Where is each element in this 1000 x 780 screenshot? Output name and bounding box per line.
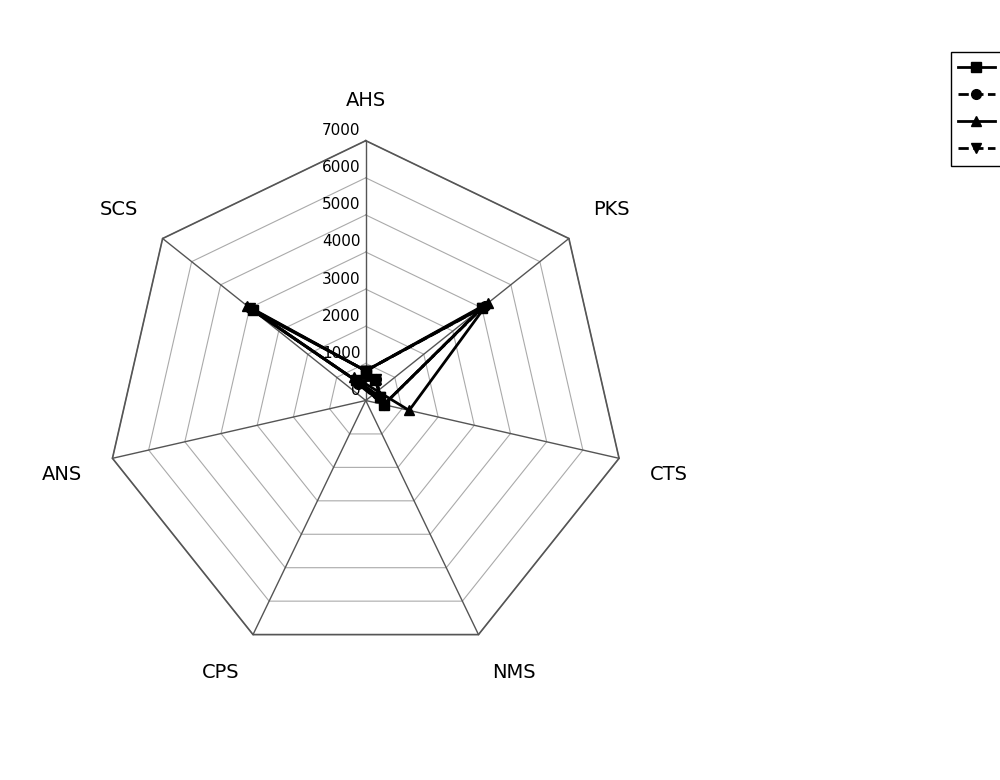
YBPs	[374, 392, 386, 402]
YBPs	[378, 400, 390, 410]
BBPs	[360, 366, 372, 375]
PBPs	[348, 372, 360, 381]
BBPs	[378, 400, 390, 410]
YBPs	[247, 306, 259, 315]
PBPs	[370, 374, 382, 384]
YBPs	[360, 366, 372, 375]
BBPs	[352, 379, 364, 388]
Line: PBPs: PBPs	[242, 299, 492, 415]
PBPs	[360, 366, 372, 375]
YBPs	[369, 376, 381, 385]
YBPs	[476, 303, 488, 313]
Text: 2000: 2000	[322, 309, 361, 324]
BBPs	[244, 303, 256, 313]
CBPs	[370, 374, 382, 384]
BBPs	[374, 392, 386, 402]
CBPs	[476, 303, 488, 313]
BBPs	[360, 366, 372, 375]
Line: CBPs: CBPs	[245, 303, 487, 410]
PBPs	[360, 366, 372, 375]
YBPs	[360, 366, 372, 375]
Text: 7000: 7000	[322, 123, 361, 138]
Text: PKS: PKS	[593, 200, 630, 219]
Text: CTS: CTS	[649, 465, 687, 484]
Legend: YBPs, BBPs, PBPs, CBPs: YBPs, BBPs, PBPs, CBPs	[951, 52, 1000, 166]
BBPs	[479, 301, 491, 310]
YBPs	[350, 376, 362, 385]
Text: 0: 0	[351, 383, 361, 398]
Text: SCS: SCS	[100, 200, 138, 219]
Text: 3000: 3000	[322, 271, 361, 286]
Text: 4000: 4000	[322, 235, 361, 250]
CBPs	[244, 303, 256, 313]
CBPs	[374, 392, 386, 402]
Text: ANS: ANS	[42, 465, 82, 484]
BBPs	[370, 374, 382, 384]
Line: YBPs: YBPs	[248, 303, 487, 410]
CBPs	[351, 378, 363, 387]
PBPs	[482, 299, 494, 308]
PBPs	[374, 392, 386, 402]
Text: CPS: CPS	[202, 663, 239, 682]
CBPs	[360, 366, 372, 375]
Text: 1000: 1000	[322, 346, 361, 361]
CBPs	[360, 366, 372, 375]
Text: 5000: 5000	[322, 197, 361, 212]
Line: BBPs: BBPs	[245, 301, 490, 410]
PBPs	[241, 301, 253, 310]
Text: 6000: 6000	[322, 160, 361, 176]
CBPs	[378, 400, 390, 410]
Text: AHS: AHS	[346, 90, 386, 109]
PBPs	[403, 406, 415, 415]
Text: NMS: NMS	[492, 663, 536, 682]
